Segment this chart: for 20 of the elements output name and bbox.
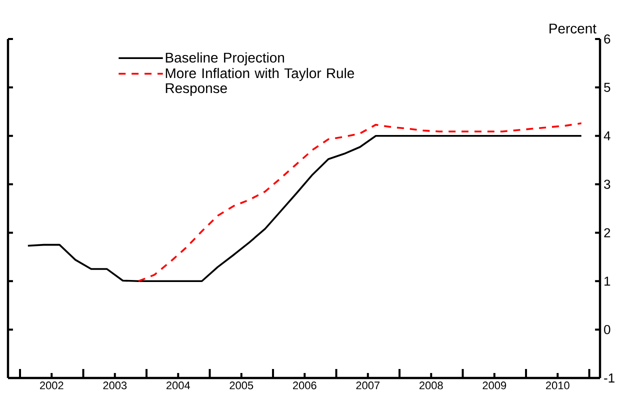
- y-tick-label: 3: [604, 180, 610, 189]
- y-tick-label: 5: [604, 82, 610, 92]
- x-tick-label: 2008: [419, 382, 443, 390]
- x-tick-label: 2007: [356, 382, 380, 390]
- y-tick-label: 0: [604, 324, 610, 334]
- y-axis-title: Percent: [550, 24, 596, 34]
- y-tick-label: 4: [604, 131, 610, 140]
- x-tick-label: 2004: [166, 382, 190, 390]
- legend-label: More Inflation with Taylor Rule Response: [166, 68, 354, 96]
- x-tick-label: 2009: [482, 382, 506, 390]
- legend-label: Baseline Projection: [166, 52, 284, 66]
- x-tick-label: 2005: [230, 382, 254, 390]
- y-tick-label: 1: [604, 276, 610, 286]
- x-tick-label: 2010: [546, 382, 570, 390]
- x-tick-label: 2006: [293, 382, 316, 390]
- y-tick-label: 6: [604, 34, 610, 44]
- x-tick-label: 2002: [40, 382, 64, 390]
- y-tick-label: -1: [604, 374, 614, 382]
- x-tick-label: 2003: [103, 382, 127, 390]
- y-tick-label: 2: [604, 228, 610, 238]
